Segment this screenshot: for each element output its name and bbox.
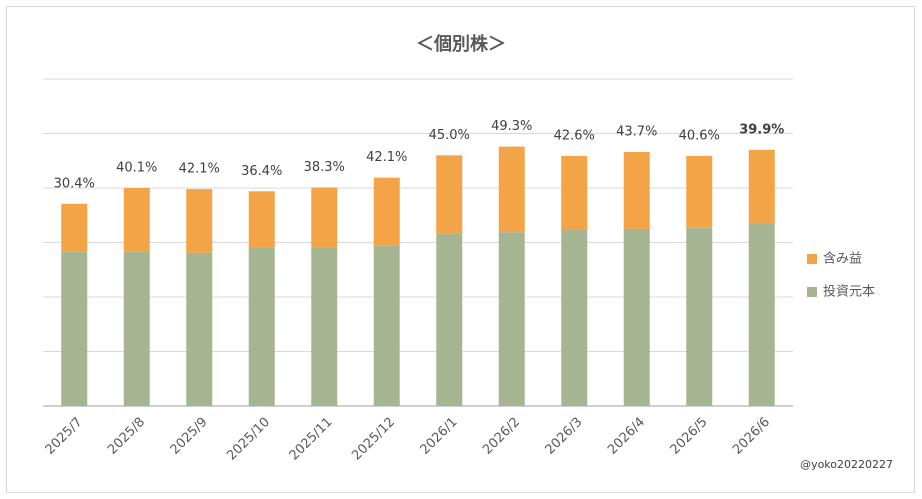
ratio-label: 42.1% [179, 162, 220, 177]
bar-segment [748, 222, 775, 406]
chart-title: ＜個別株＞ [416, 33, 506, 55]
legend-swatch [807, 254, 817, 264]
bar-segment [123, 251, 150, 406]
bar-segment [186, 252, 213, 406]
ratio-label: 40.1% [116, 161, 157, 176]
ratio-label: 39.9% [739, 122, 784, 137]
ratio-label: 45.0% [429, 128, 470, 143]
legend-label: 含み益 [823, 251, 862, 267]
bar-segment [436, 233, 463, 406]
bar-segment [561, 229, 588, 406]
bar-segment [498, 146, 525, 233]
legend-swatch [807, 287, 817, 297]
bar-segment [186, 189, 213, 253]
bar-segment [748, 149, 775, 223]
bar-segment [248, 247, 275, 406]
bar-segment [123, 188, 150, 252]
ratio-label: 49.3% [491, 119, 532, 134]
ratio-label: 36.4% [241, 164, 282, 179]
bar-segment [373, 245, 400, 406]
bar-segment [61, 251, 88, 406]
bar-segment [436, 155, 463, 234]
bar-segment [248, 191, 275, 248]
bar-segment [311, 187, 338, 248]
ratio-label: 40.6% [679, 128, 720, 143]
ratio-label: 42.6% [554, 128, 595, 143]
ratio-label: 43.7% [616, 125, 657, 140]
bar-segment [498, 232, 525, 406]
ratio-label: 30.4% [54, 176, 95, 191]
ratio-label: 42.1% [366, 150, 407, 165]
legend-label: 投資元本 [823, 284, 875, 300]
bar-segment [561, 155, 588, 230]
bar-segment [373, 177, 400, 246]
ratio-label: 38.3% [304, 160, 345, 175]
bar-segment [623, 228, 650, 406]
bar-segment [311, 247, 338, 406]
bar-segment [623, 152, 650, 229]
bar-segment [61, 203, 88, 252]
bar-segment [686, 227, 713, 406]
credit: @yoko20220227 [800, 458, 893, 471]
bar-segment [686, 155, 713, 228]
